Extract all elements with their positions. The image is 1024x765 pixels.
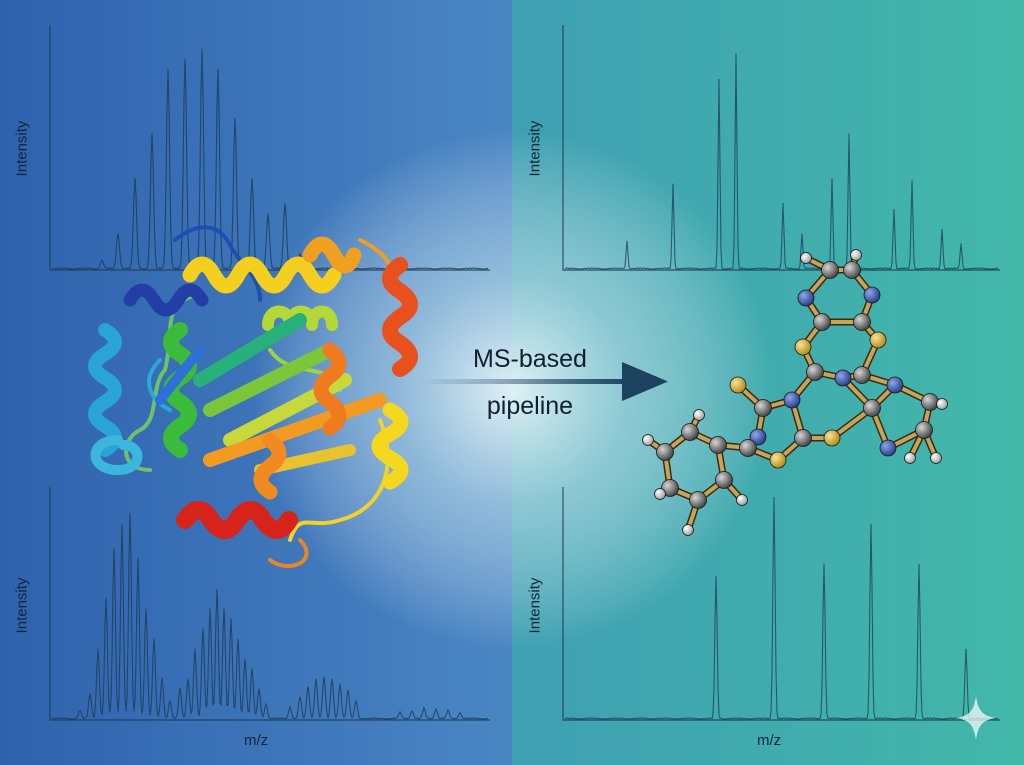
axis-bottom-left (49, 487, 490, 721)
spectrum-top-right (565, 53, 999, 270)
sulfur-atom (769, 451, 787, 469)
carbon-atom (863, 399, 881, 417)
y-axis-label-top-right: Intensity (526, 120, 544, 177)
nitrogen-atom (886, 376, 904, 394)
nitrogen-atom (797, 289, 815, 307)
hydrogen-atom (904, 452, 916, 464)
x-axis-label-right: m/z (757, 732, 782, 749)
carbon-atom (739, 439, 757, 457)
hydrogen-atom (736, 494, 748, 506)
carbon-atom (813, 313, 831, 331)
spectrum-bottom-right (565, 496, 999, 720)
nitrogen-atom (879, 439, 897, 457)
hydrogen-atom (642, 434, 654, 446)
carbon-atom (821, 261, 839, 279)
carbon-atom (806, 363, 824, 381)
hydrogen-atom (936, 398, 948, 410)
carbon-atom (709, 436, 727, 454)
y-axis-label-top-left: Intensity (13, 120, 31, 177)
spectrum-bottom-left (51, 513, 489, 720)
nitrogen-atom (834, 369, 852, 387)
hydrogen-atom (693, 409, 705, 421)
carbon-atom (661, 479, 679, 497)
hydrogen-atom (800, 252, 812, 264)
carbon-atom (853, 366, 871, 384)
sparkle-icon (956, 696, 996, 740)
nitrogen-atom (783, 391, 801, 409)
pipeline-label-line1: MS-based (473, 345, 587, 373)
carbon-atom (921, 393, 939, 411)
carbon-atom (681, 423, 699, 441)
hydrogen-atom (654, 488, 666, 500)
nitrogen-atom (749, 428, 767, 446)
sulfur-atom (729, 376, 747, 394)
carbon-atom (689, 491, 707, 509)
carbon-atom (656, 443, 674, 461)
carbon-atom (853, 313, 871, 331)
pipeline-label-line2: pipeline (486, 392, 574, 420)
carbon-atom (915, 421, 933, 439)
sulfur-atom (823, 429, 841, 447)
carbon-atom (794, 429, 812, 447)
carbon-atom (843, 261, 861, 279)
protein-structure-icon (88, 225, 418, 569)
hydrogen-atom (930, 452, 942, 464)
carbon-atom (715, 471, 733, 489)
hydrogen-atom (682, 524, 694, 536)
y-axis-label-bottom-left: Intensity (13, 577, 31, 634)
hydrogen-atom (850, 249, 862, 261)
spectrum-top-left (51, 48, 489, 270)
molecule-structure-icon (642, 249, 948, 536)
carbon-atom (754, 399, 772, 417)
x-axis-label-left: m/z (244, 732, 269, 749)
nitrogen-atom (863, 286, 881, 304)
right-arrow-icon (420, 362, 668, 401)
sulfur-atom (794, 338, 812, 356)
sulfur-atom (869, 331, 887, 349)
y-axis-label-bottom-right: Intensity (526, 577, 544, 634)
axis-bottom-right (562, 487, 1000, 721)
